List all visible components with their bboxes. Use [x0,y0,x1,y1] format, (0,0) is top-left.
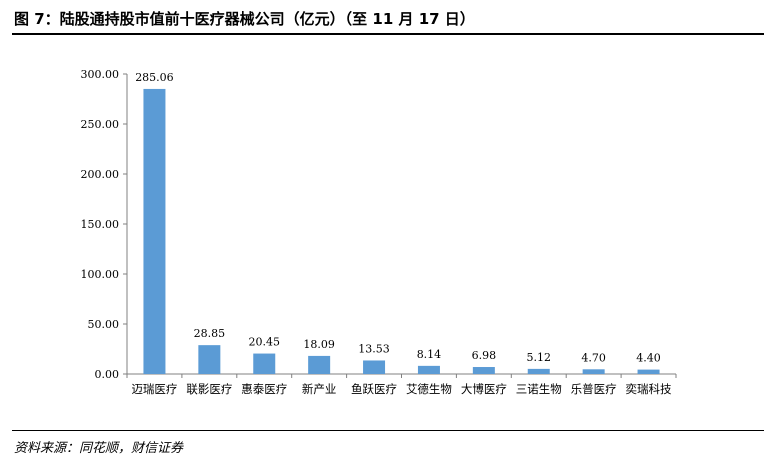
data-label: 8.14 [417,348,442,361]
bar [472,367,495,374]
category-label: 联影医疗 [186,382,232,396]
data-label: 28.85 [194,327,226,340]
y-tick-label: 300.00 [81,68,120,81]
bar [527,368,550,374]
figure-title: 图 7：陆股通持股市值前十医疗器械公司（亿元）（至 11 月 17 日） [14,10,475,28]
category-label: 鱼跃医疗 [351,382,397,396]
bar [253,353,276,374]
y-axis: 0.00 50.00 100.00 150.00 200.00 250.00 300.00 [81,68,128,381]
bar [308,355,331,374]
x-axis: 迈瑞医疗 联影医疗 惠泰医疗 新产业 鱼跃医疗 艾德生物 大博医疗 三诺生物 乐普医疗 奕瑞科技 [126,373,677,396]
bars [143,88,660,374]
bar [637,369,660,374]
data-label: 20.45 [249,336,281,349]
category-label: 新产业 [302,382,337,396]
y-tick-label: 200.00 [81,168,120,181]
data-label: 4.70 [581,351,606,364]
category-label: 三诺生物 [516,382,562,396]
data-label: 285.06 [135,71,174,84]
y-tick-label: 250.00 [81,118,120,131]
data-label: 5.12 [527,351,552,364]
data-label: 6.98 [472,349,497,362]
category-label: 惠泰医疗 [241,382,287,396]
bar [417,365,440,374]
bar [363,360,386,374]
category-label: 迈瑞医疗 [131,382,177,396]
data-label: 4.40 [636,352,661,365]
top-rule [12,33,764,35]
data-label: 13.53 [358,342,390,355]
bottom-rule [12,430,764,431]
y-tick-label: 50.00 [88,318,120,331]
bar [143,88,166,374]
y-tick-label: 0.00 [95,368,120,381]
y-tick-label: 100.00 [81,268,120,281]
y-tick-label: 150.00 [81,218,120,231]
category-label: 奕瑞科技 [626,382,672,396]
source-note: 资料来源：同花顺，财信证券 [14,441,184,456]
data-labels: 285.06 28.85 20.45 18.09 13.53 8.14 6.98 5.12 4.… [135,71,661,365]
category-label: 艾德生物 [406,382,452,396]
category-label: 大博医疗 [461,382,507,396]
bar [582,369,605,374]
bar [198,345,221,374]
category-label: 乐普医疗 [571,382,617,396]
data-label: 18.09 [303,338,335,351]
